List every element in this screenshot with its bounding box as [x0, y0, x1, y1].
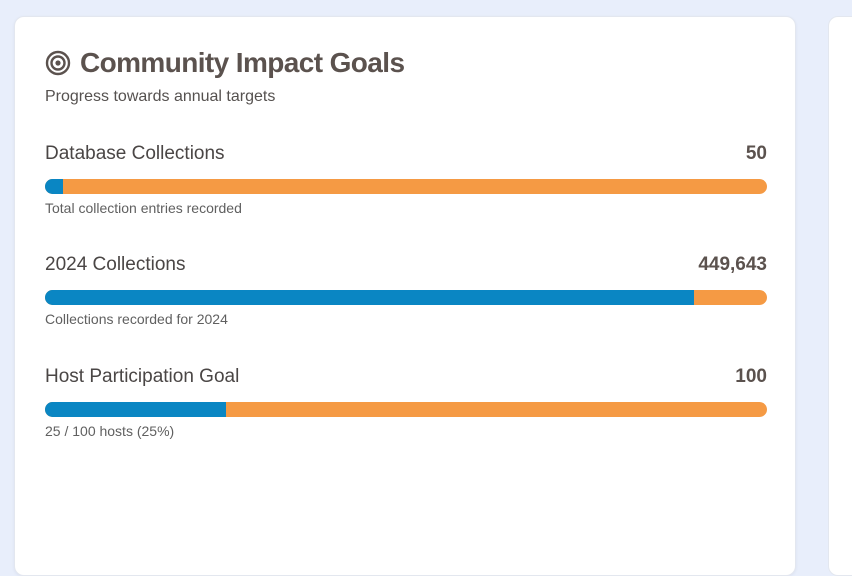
target-icon	[45, 50, 71, 76]
goal-database-collections: Database Collections 50 Total collection…	[45, 143, 767, 216]
goal-description: Collections recorded for 2024	[45, 311, 228, 327]
progress-fill	[45, 179, 64, 194]
adjacent-card	[828, 16, 852, 576]
goal-host-participation: Host Participation Goal 100 25 / 100 hos…	[45, 366, 767, 439]
progress-fill	[45, 290, 695, 305]
goal-description: Total collection entries recorded	[45, 200, 242, 216]
goal-value: 449,643	[698, 254, 767, 275]
goal-value: 50	[745, 143, 767, 164]
goal-value: 100	[735, 366, 767, 387]
progress-bar	[45, 402, 767, 417]
progress-fill	[45, 402, 226, 417]
progress-bar	[45, 290, 767, 305]
card-header: Community Impact Goals	[45, 45, 405, 81]
goal-2024-collections: 2024 Collections 449,643 Collections rec…	[45, 254, 767, 327]
goal-label: Host Participation Goal	[45, 366, 240, 387]
goal-description: 25 / 100 hosts (25%)	[45, 423, 175, 439]
card-subtitle: Progress towards annual targets	[45, 88, 276, 105]
goal-label: 2024 Collections	[45, 254, 186, 275]
community-impact-goals-card: Community Impact Goals Progress towards …	[14, 16, 796, 576]
card-title: Community Impact Goals	[80, 47, 405, 78]
goal-label: Database Collections	[45, 143, 225, 164]
progress-bar	[45, 179, 767, 194]
